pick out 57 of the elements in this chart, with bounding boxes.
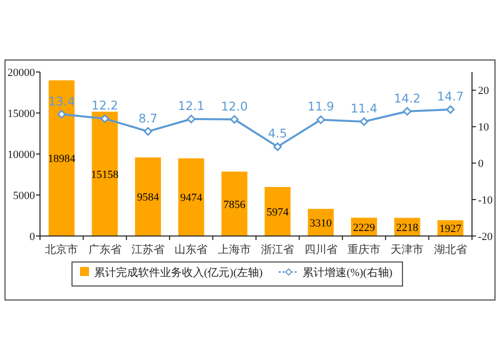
y2-tick-label: 20	[478, 85, 490, 98]
bar	[221, 172, 248, 236]
data-label: 14.7	[437, 90, 464, 104]
point	[230, 115, 239, 124]
data-label: 12.2	[91, 98, 118, 113]
bar	[48, 80, 75, 236]
data-label: 15158	[91, 168, 120, 181]
point	[57, 110, 66, 119]
data-label: 4.5	[268, 126, 288, 141]
x-tick-label: 重庆市	[348, 243, 380, 256]
point	[360, 117, 368, 126]
data-label: 3310	[310, 217, 332, 230]
legend-label: 累计增速(%)(右轴)	[302, 266, 393, 279]
bar	[264, 187, 291, 236]
point	[402, 107, 412, 116]
data-label: 9584	[137, 192, 160, 204]
point	[144, 127, 152, 136]
bar	[135, 157, 161, 236]
y-tick-label: 20000	[8, 67, 36, 79]
bar	[92, 112, 118, 236]
data-label: 12.0	[221, 99, 248, 114]
data-label: 11.9	[307, 100, 334, 114]
y2-tick-label: -20	[478, 231, 494, 243]
point	[316, 115, 326, 124]
x-tick-label: 湖北省	[434, 243, 467, 256]
y-tick-label: 15000	[8, 108, 36, 120]
legend-label: 累计完成软件业务收入(亿元)(左轴)	[94, 266, 263, 279]
point	[100, 114, 110, 123]
y2-tick-label: -10	[478, 194, 494, 207]
point	[446, 105, 455, 114]
y2-tick-label: 0	[478, 158, 484, 170]
y-tick-label: 10000	[8, 149, 36, 161]
x-tick-label: 四川省	[304, 243, 338, 256]
bar	[178, 158, 204, 236]
x-tick-label: 北京市	[45, 243, 78, 256]
point	[186, 114, 196, 124]
data-label: 9474	[180, 192, 203, 204]
x-tick-label: 浙江省	[261, 243, 294, 256]
data-label: 13.4	[48, 94, 75, 108]
y-tick-label: 0	[30, 231, 36, 243]
data-label: 1927	[439, 223, 462, 236]
data-label: 8.7	[138, 111, 158, 126]
x-tick-label: 天津市	[390, 243, 424, 256]
data-label: 14.2	[394, 91, 421, 106]
x-tick-label: 上海市	[218, 243, 251, 256]
data-label: 2218	[396, 222, 419, 234]
x-tick-label: 山东省	[174, 243, 208, 256]
y-tick-label: 5000	[13, 190, 36, 202]
x-tick-label: 广东省	[88, 243, 122, 256]
data-label: 11.4	[350, 102, 378, 116]
data-label: 5974	[266, 206, 290, 219]
x-tick-label: 江苏省	[132, 243, 164, 256]
y2-tick-label: 10	[478, 122, 490, 134]
point	[273, 142, 282, 151]
data-label: 7856	[223, 198, 246, 211]
data-label: 2229	[353, 222, 376, 234]
data-label: 12.1	[178, 99, 205, 114]
